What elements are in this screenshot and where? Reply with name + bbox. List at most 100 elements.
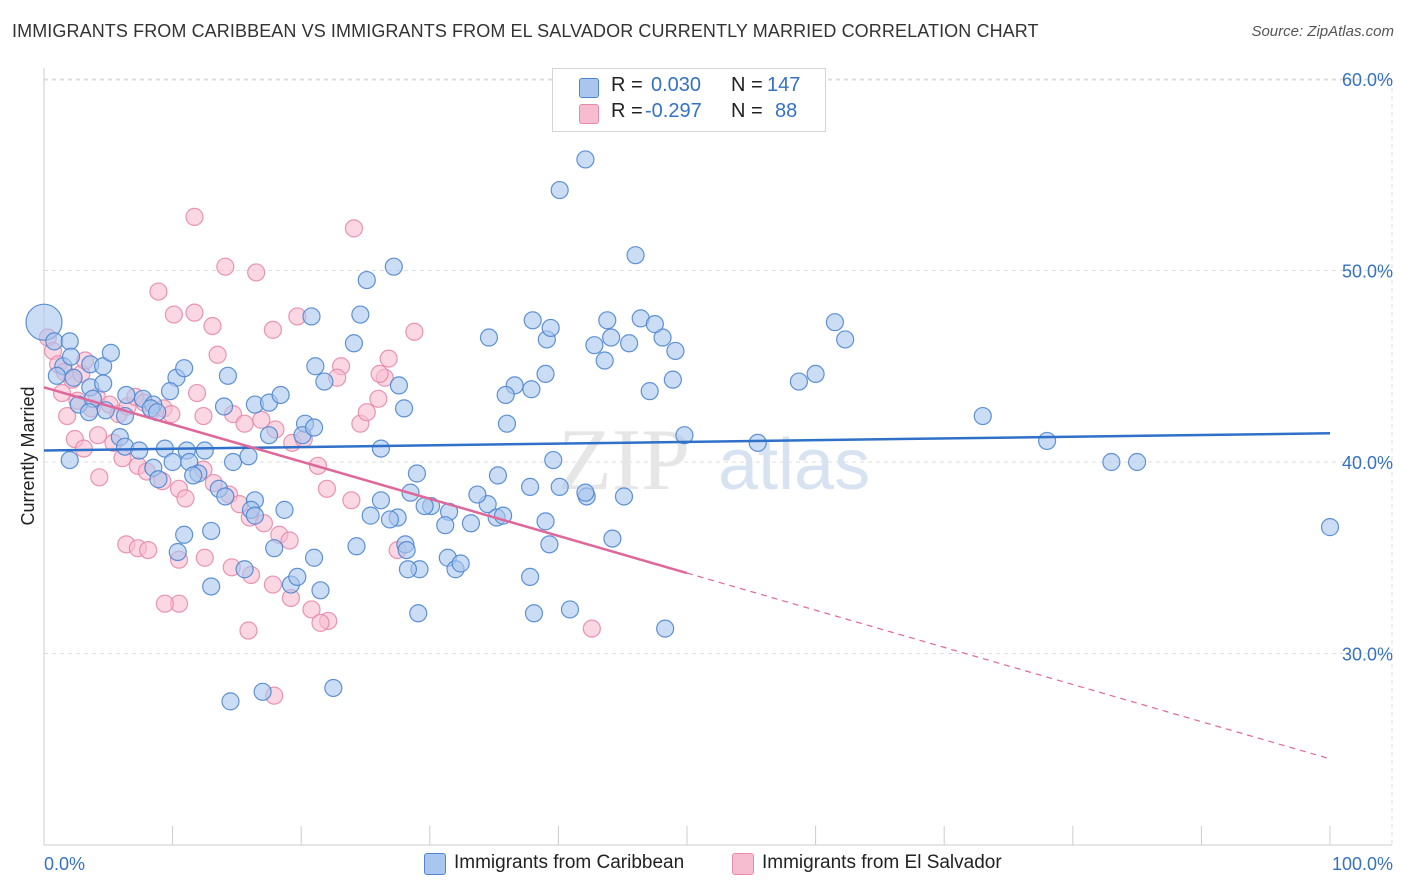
- caribbean-point: [163, 452, 182, 472]
- caribbean-point: [94, 374, 113, 393]
- x-tick-label: 0.0%: [44, 854, 85, 874]
- elsalvador-point: [155, 594, 174, 613]
- y-tick-label: 30.0%: [1342, 645, 1393, 665]
- caribbean-point: [656, 619, 675, 638]
- caribbean-point: [536, 512, 555, 531]
- caribbean-point: [789, 372, 808, 391]
- caribbean-point: [25, 303, 63, 341]
- r-value: 0.030: [651, 74, 702, 96]
- elsalvador-point: [203, 316, 222, 336]
- caribbean-point: [371, 439, 391, 458]
- caribbean-point: [175, 359, 194, 378]
- elsalvador-point: [149, 282, 168, 301]
- caribbean-point: [653, 328, 672, 347]
- r-value: -0.297: [645, 100, 702, 122]
- elsalvador-point: [263, 320, 283, 339]
- elsalvador-point: [195, 548, 214, 567]
- elsalvador-point: [90, 468, 109, 487]
- caribbean-point: [239, 447, 258, 466]
- elsalvador-point: [311, 613, 330, 632]
- caribbean-point: [306, 357, 325, 376]
- caribbean-point: [585, 336, 604, 355]
- elsalvador-point: [194, 406, 213, 426]
- caribbean-point: [223, 452, 243, 472]
- caribbean-point: [47, 366, 66, 385]
- caribbean-point: [806, 364, 825, 384]
- y-tick-label: 50.0%: [1342, 262, 1393, 282]
- caribbean-point: [522, 380, 541, 399]
- caribbean-point: [149, 470, 168, 489]
- caribbean-point: [394, 399, 414, 418]
- elsalvador-point: [370, 364, 389, 384]
- elsalvador-swatch: [579, 104, 599, 124]
- caribbean-point: [602, 328, 621, 347]
- legend-row-elsalvador: R = -0.297 N = 88: [553, 100, 825, 126]
- elsalvador-point: [344, 219, 364, 238]
- elsalvador-point: [582, 619, 601, 638]
- caribbean-point: [521, 477, 540, 496]
- caribbean-point: [598, 311, 617, 330]
- caribbean-point: [468, 485, 487, 504]
- elsalvador-point: [302, 600, 321, 619]
- caribbean-point: [64, 368, 83, 387]
- elsalvador-point: [58, 406, 77, 426]
- caribbean-point: [550, 477, 569, 496]
- legend-item-caribbean[interactable]: Immigrants from Caribbean: [424, 851, 714, 877]
- caribbean-point: [160, 382, 180, 401]
- caribbean-point: [540, 535, 559, 554]
- caribbean-point: [825, 313, 844, 332]
- caribbean-point: [61, 347, 81, 366]
- caribbean-point: [836, 330, 855, 349]
- caribbean-point: [479, 328, 499, 347]
- elsalvador-point: [405, 322, 424, 341]
- elsalvador-point: [176, 489, 195, 508]
- elsalvador-point: [164, 305, 183, 324]
- caribbean-point: [304, 548, 324, 567]
- caribbean-point: [214, 397, 234, 416]
- correlation-legend: R = 0.030 N = 147 R = -0.297 N = 88: [552, 68, 826, 132]
- caribbean-point: [275, 500, 294, 519]
- caribbean-point: [614, 487, 634, 506]
- source-label: Source: ZipAtlas.com: [1251, 23, 1394, 40]
- caribbean-point: [1127, 452, 1147, 472]
- caribbean-point: [101, 343, 120, 362]
- y-tick-labels: 30.0% 40.0% 50.0% 60.0%: [1342, 70, 1393, 665]
- caribbean-point: [436, 516, 455, 535]
- caribbean-point: [523, 311, 542, 330]
- caribbean-point: [216, 487, 235, 506]
- caribbean-point: [324, 678, 343, 698]
- caribbean-point: [235, 560, 254, 579]
- elsalvador-point: [280, 531, 299, 550]
- caribbean-point: [398, 560, 418, 579]
- r-label: R =: [611, 74, 649, 96]
- caribbean-point: [544, 450, 563, 470]
- caribbean-point: [389, 376, 409, 395]
- trend-lines: [43, 386, 1331, 760]
- elsalvador-point: [247, 263, 266, 282]
- y-tick-label: 40.0%: [1342, 453, 1393, 473]
- caribbean-point: [407, 464, 427, 483]
- caribbean-point: [45, 332, 64, 351]
- watermark: ZIP atlas: [558, 412, 870, 509]
- caribbean-point: [1037, 431, 1057, 451]
- elsalvador-point: [88, 426, 108, 445]
- caribbean-point: [371, 491, 391, 510]
- caribbean-point: [117, 385, 136, 405]
- caribbean-point: [1320, 518, 1340, 537]
- elsalvador-point: [263, 575, 283, 594]
- legend-label-elsalvador: Immigrants from El Salvador: [762, 852, 1002, 873]
- legend-row-caribbean: R = 0.030 N = 147: [553, 74, 825, 100]
- n-label: N =: [731, 74, 769, 96]
- caribbean-trend-line: [43, 432, 1331, 452]
- caribbean-point: [79, 403, 99, 422]
- caribbean-point: [451, 554, 470, 573]
- caribbean-point: [253, 682, 272, 701]
- caribbean-point: [221, 692, 240, 711]
- x-tick-labels: 0.0% 100.0%: [44, 854, 1393, 874]
- caribbean-point: [488, 466, 508, 485]
- elsalvador-point: [139, 540, 158, 560]
- caribbean-point: [748, 433, 767, 452]
- caribbean-point: [218, 366, 237, 385]
- legend-item-elsalvador[interactable]: Immigrants from El Salvador: [732, 851, 1032, 877]
